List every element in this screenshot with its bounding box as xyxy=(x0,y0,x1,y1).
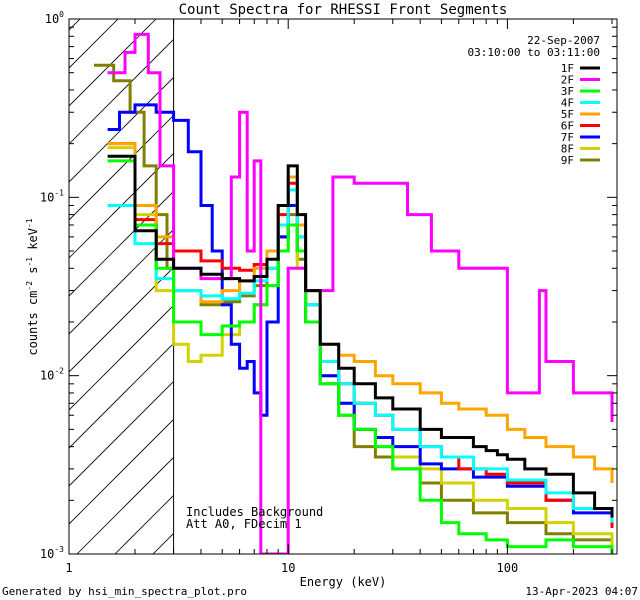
legend-label-4F: 4F xyxy=(561,97,574,110)
series-1F-line xyxy=(107,154,614,518)
annotation-background: Includes Background xyxy=(186,505,323,519)
x-tick-label: 10 xyxy=(281,561,295,575)
legend-date: 22-Sep-2007 xyxy=(527,34,600,47)
legend-time-range: 03:10:00 to 03:11:00 xyxy=(468,46,600,59)
legend-label-5F: 5F xyxy=(561,108,574,121)
series-2F-line xyxy=(107,32,614,554)
y-tick-label: 10-3 xyxy=(40,545,64,561)
legend-label-2F: 2F xyxy=(561,74,574,87)
legend-label-6F: 6F xyxy=(561,120,574,133)
hatch-line xyxy=(69,418,174,525)
footer-timestamp: 13-Apr-2023 04:07 xyxy=(525,585,638,598)
y-tick-label: 10-1 xyxy=(40,188,64,204)
legend-label-9F: 9F xyxy=(561,154,574,167)
y-tick-label: 100 xyxy=(45,10,64,26)
hatch-line xyxy=(69,380,174,487)
hatch-line xyxy=(69,342,174,449)
legend-label-3F: 3F xyxy=(561,85,574,98)
axis-ticks: 1 10 100 100 10-1 10-2 10-3 xyxy=(40,10,617,575)
plot-frame xyxy=(68,18,618,555)
x-tick-label: 1 xyxy=(65,561,72,575)
y-axis-label: counts cm-2 s-1 keV-1 xyxy=(25,218,40,355)
footer-generated-by: Generated by hsi_min_spectra_plot.pro xyxy=(2,585,247,598)
x-tick-label: 100 xyxy=(497,561,519,575)
legend-label-7F: 7F xyxy=(561,131,574,144)
annotation-attenuator: Att A0, FDecim 1 xyxy=(186,517,302,531)
x-axis-label: Energy (keV) xyxy=(300,575,387,589)
series-layer xyxy=(94,32,614,554)
chart-title: Count Spectra for RHESSI Front Segments xyxy=(179,2,508,18)
legend-label-1F: 1F xyxy=(561,62,574,75)
hatch-line xyxy=(69,114,174,221)
y-tick-label: 10-2 xyxy=(40,367,64,383)
hatch-line xyxy=(69,190,174,297)
legend-label-8F: 8F xyxy=(561,143,574,156)
legend: 22-Sep-2007 03:10:00 to 03:11:00 1F2F3F4… xyxy=(468,34,600,167)
